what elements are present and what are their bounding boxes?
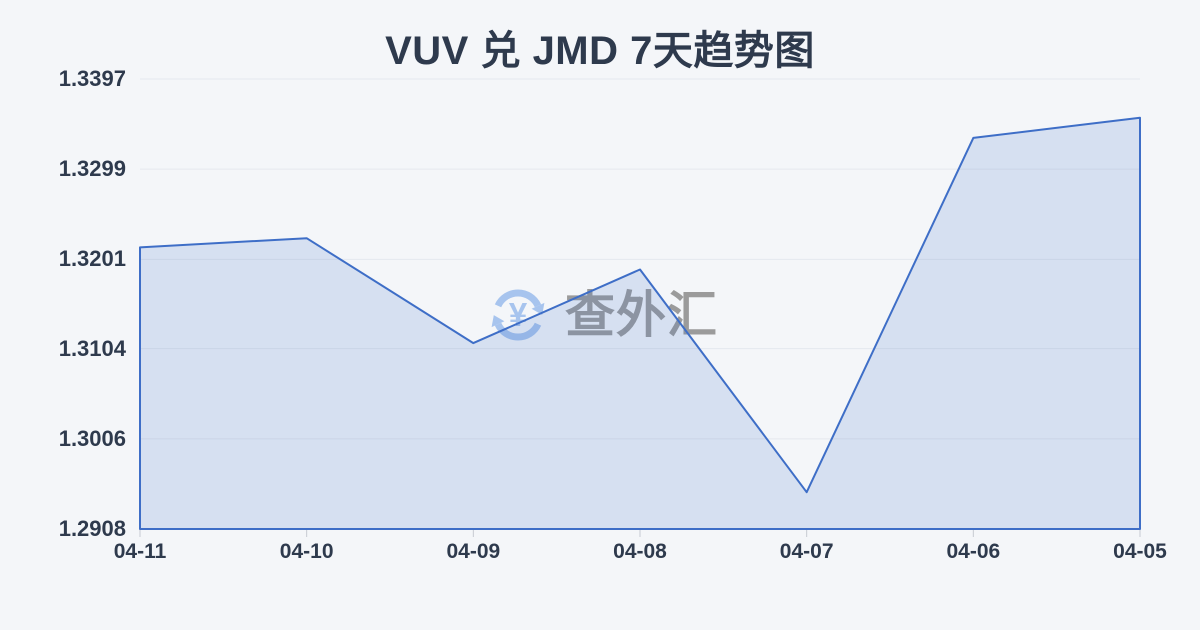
y-axis-tick-label: 1.3006 — [58, 425, 126, 451]
x-axis-tick-label: 04-07 — [779, 540, 834, 563]
y-axis-tick-label: 1.3397 — [58, 66, 126, 91]
currency-exchange-icon: ¥ — [491, 289, 545, 341]
watermark-text: 查外汇 — [565, 283, 718, 347]
svg-text:¥: ¥ — [509, 296, 528, 333]
x-axis-tick-label: 04-09 — [446, 540, 501, 563]
y-axis-tick-label: 1.3104 — [58, 335, 126, 361]
x-axis-tick-label: 04-10 — [279, 540, 334, 563]
chart-title: VUV 兑 JMD 7天趋势图 — [385, 29, 815, 73]
x-axis-tick-label: 04-08 — [613, 540, 667, 563]
x-axis-tick-label: 04-11 — [113, 540, 167, 563]
trend-area-series — [139, 116, 1141, 530]
y-axis-tick-label: 1.2908 — [58, 516, 126, 541]
y-axis-tick-label: 1.3201 — [58, 246, 126, 272]
watermark: ¥ 查外汇 — [486, 283, 718, 347]
x-axis-tick-label: 04-05 — [1113, 540, 1167, 563]
y-axis-tick-label: 1.3299 — [58, 156, 126, 182]
x-axis-tick-label: 04-06 — [946, 540, 1001, 563]
